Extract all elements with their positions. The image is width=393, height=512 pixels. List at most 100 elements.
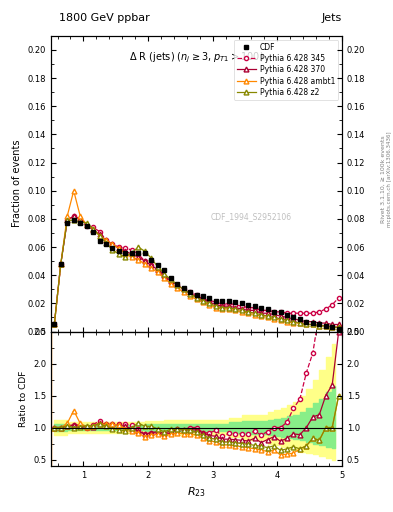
Pythia 6.428 370	[265, 310, 270, 316]
Pythia 6.428 ambt1	[155, 269, 160, 275]
Pythia 6.428 z2	[142, 248, 147, 254]
Pythia 6.428 ambt1	[59, 261, 63, 267]
Pythia 6.428 370	[155, 267, 160, 273]
CDF	[336, 326, 341, 332]
Pythia 6.428 ambt1	[207, 302, 212, 308]
Pythia 6.428 ambt1	[72, 188, 76, 194]
Pythia 6.428 ambt1	[323, 323, 328, 329]
Pythia 6.428 345	[259, 307, 263, 313]
CDF	[181, 285, 186, 291]
Pythia 6.428 ambt1	[110, 241, 115, 247]
CDF	[259, 305, 263, 311]
Pythia 6.428 ambt1	[91, 226, 95, 232]
Pythia 6.428 370	[291, 316, 296, 322]
Pythia 6.428 ambt1	[233, 307, 238, 313]
Pythia 6.428 ambt1	[136, 257, 141, 263]
Pythia 6.428 ambt1	[52, 322, 57, 328]
Pythia 6.428 z2	[278, 316, 283, 322]
Pythia 6.428 z2	[220, 305, 225, 311]
Pythia 6.428 345	[239, 303, 244, 309]
CDF	[123, 250, 128, 256]
Pythia 6.428 370	[52, 322, 57, 328]
CDF	[310, 320, 315, 326]
Pythia 6.428 345	[181, 286, 186, 292]
Pythia 6.428 ambt1	[336, 324, 341, 330]
CDF	[149, 257, 154, 263]
Line: Pythia 6.428 z2: Pythia 6.428 z2	[52, 218, 341, 330]
Pythia 6.428 z2	[65, 217, 70, 223]
CDF	[200, 293, 205, 300]
Pythia 6.428 370	[213, 302, 218, 308]
Pythia 6.428 370	[175, 282, 180, 288]
Pythia 6.428 z2	[155, 264, 160, 270]
Pythia 6.428 z2	[310, 322, 315, 328]
Pythia 6.428 370	[233, 305, 238, 311]
Pythia 6.428 345	[298, 310, 302, 316]
Pythia 6.428 z2	[246, 309, 251, 315]
Line: Pythia 6.428 370: Pythia 6.428 370	[52, 214, 341, 327]
Text: Jets: Jets	[321, 13, 342, 23]
Pythia 6.428 ambt1	[220, 306, 225, 312]
Pythia 6.428 ambt1	[194, 296, 199, 302]
Text: mcplots.cern.ch [arXiv:1306.3436]: mcplots.cern.ch [arXiv:1306.3436]	[387, 132, 391, 227]
CDF	[213, 297, 218, 304]
Pythia 6.428 z2	[104, 240, 108, 246]
Pythia 6.428 370	[239, 306, 244, 312]
Pythia 6.428 370	[272, 311, 276, 317]
Pythia 6.428 345	[252, 305, 257, 311]
Pythia 6.428 z2	[233, 306, 238, 312]
Pythia 6.428 345	[52, 322, 57, 328]
CDF	[188, 289, 193, 295]
Pythia 6.428 370	[226, 303, 231, 309]
Pythia 6.428 345	[233, 302, 238, 308]
Pythia 6.428 345	[285, 310, 289, 316]
Pythia 6.428 370	[168, 278, 173, 284]
CDF	[97, 239, 102, 245]
Pythia 6.428 z2	[149, 255, 154, 262]
Pythia 6.428 z2	[317, 323, 321, 329]
Pythia 6.428 345	[265, 307, 270, 313]
Pythia 6.428 345	[78, 217, 83, 223]
CDF	[304, 318, 309, 325]
Pythia 6.428 z2	[226, 305, 231, 311]
Pythia 6.428 ambt1	[304, 322, 309, 328]
Pythia 6.428 370	[298, 317, 302, 324]
Pythia 6.428 370	[84, 222, 89, 228]
Pythia 6.428 ambt1	[317, 323, 321, 329]
Pythia 6.428 345	[291, 310, 296, 316]
Pythia 6.428 345	[59, 261, 63, 267]
Pythia 6.428 z2	[91, 226, 95, 232]
CDF	[142, 250, 147, 256]
Pythia 6.428 370	[130, 251, 134, 257]
CDF	[91, 228, 95, 234]
Pythia 6.428 345	[246, 305, 251, 311]
Pythia 6.428 370	[252, 307, 257, 313]
Line: CDF: CDF	[52, 218, 341, 331]
Pythia 6.428 ambt1	[265, 314, 270, 321]
Pythia 6.428 ambt1	[298, 320, 302, 326]
Y-axis label: Fraction of events: Fraction of events	[12, 140, 22, 227]
Pythia 6.428 ambt1	[168, 281, 173, 287]
Line: Pythia 6.428 345: Pythia 6.428 345	[52, 214, 341, 327]
Pythia 6.428 345	[155, 268, 160, 274]
Pythia 6.428 ambt1	[97, 232, 102, 239]
Pythia 6.428 370	[72, 213, 76, 219]
Pythia 6.428 345	[91, 224, 95, 230]
Pythia 6.428 345	[226, 300, 231, 306]
Pythia 6.428 ambt1	[285, 318, 289, 325]
Pythia 6.428 345	[123, 245, 128, 251]
CDF	[298, 316, 302, 322]
Pythia 6.428 370	[259, 310, 263, 316]
CDF	[207, 295, 212, 301]
Pythia 6.428 370	[59, 261, 63, 267]
Pythia 6.428 z2	[213, 303, 218, 309]
Pythia 6.428 ambt1	[259, 313, 263, 319]
Pythia 6.428 370	[194, 293, 199, 300]
Pythia 6.428 z2	[123, 254, 128, 260]
CDF	[291, 314, 296, 321]
Pythia 6.428 z2	[117, 251, 121, 257]
CDF	[272, 309, 276, 315]
Pythia 6.428 z2	[265, 313, 270, 319]
Pythia 6.428 345	[142, 258, 147, 264]
Pythia 6.428 z2	[330, 324, 334, 330]
